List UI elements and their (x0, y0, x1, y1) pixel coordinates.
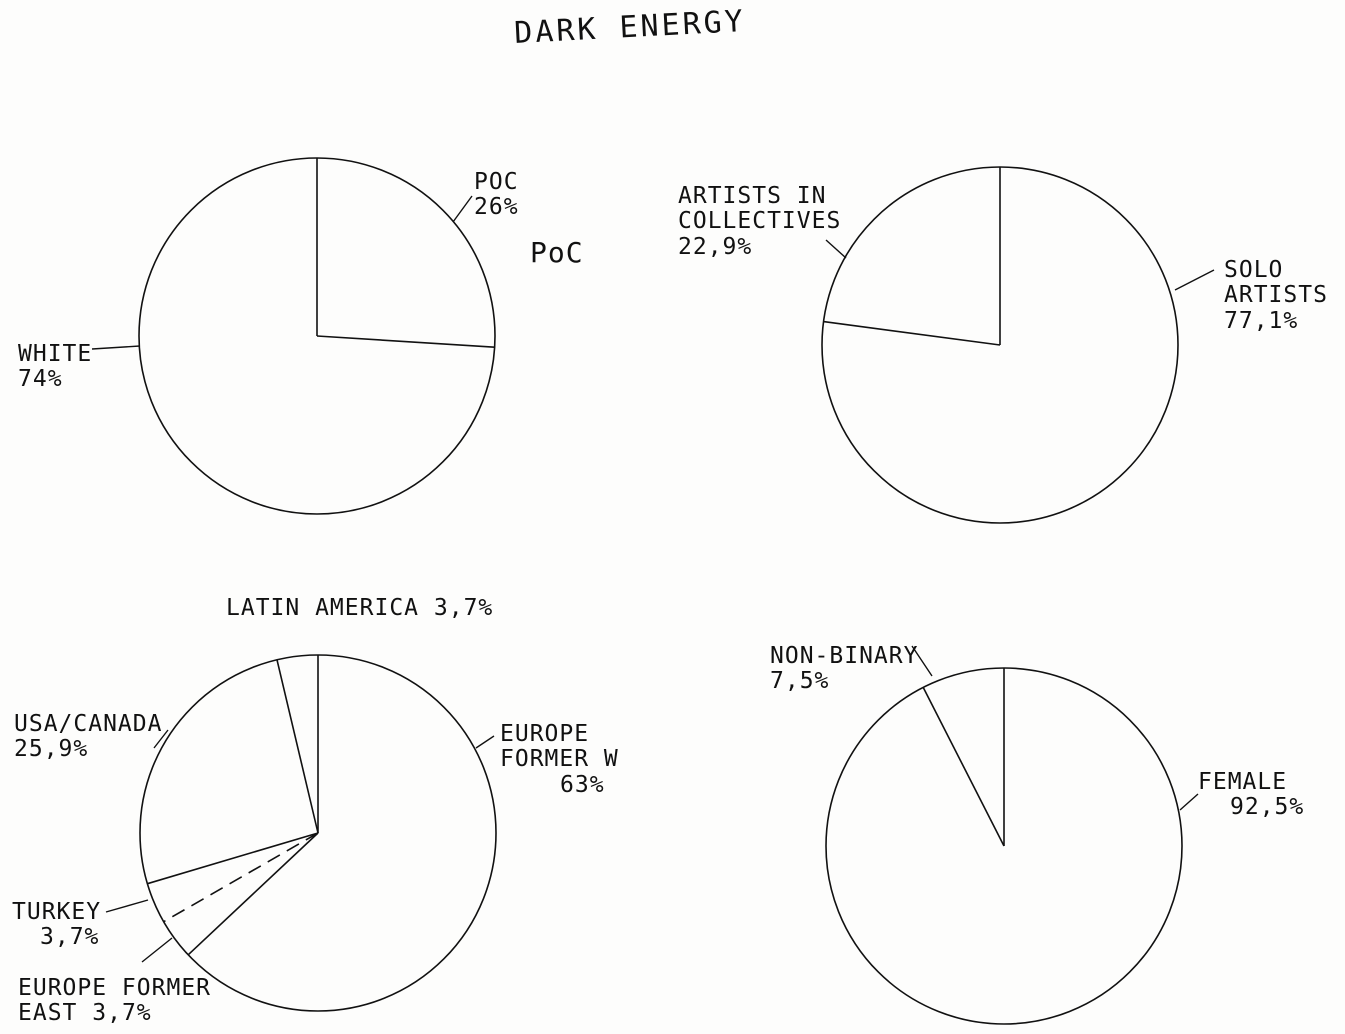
label-latam-value: 3,7% (433, 595, 494, 621)
label-turkey: TURKEY 3,7% (12, 899, 102, 951)
label-white: WHITE 74% (18, 341, 93, 393)
label-solo-name: SOLO ARTISTS (1224, 257, 1328, 309)
label-europe-w-value: 63% (560, 771, 605, 798)
label-turkey-name: TURKEY (12, 899, 102, 925)
label-white-value: 74% (18, 366, 63, 393)
label-europe-w-name: EUROPE FORMER W (500, 721, 619, 773)
pie-slice-boundary (147, 832, 319, 885)
pie-slice-boundary (187, 832, 319, 956)
label-europe-east-name: EUROPE FORMER EAST (18, 975, 212, 1027)
pie-nonbinary-leader (911, 645, 933, 677)
pie-female-leader (1179, 793, 1199, 811)
label-usa-name: USA/CANADA (14, 711, 163, 737)
pie-gender (825, 645, 1199, 1025)
label-female: FEMALE 92,5% (1198, 769, 1305, 821)
pie-slice-boundary (276, 659, 319, 834)
pie-slice-boundary (823, 320, 1001, 346)
label-europe-east: EUROPE FORMER EAST 3,7% (18, 975, 278, 1027)
label-collectives: ARTISTS IN COLLECTIVES 22,9% (678, 183, 848, 260)
label-usa-value: 25,9% (14, 736, 89, 763)
label-female-value: 92,5% (1230, 794, 1305, 821)
label-white-name: WHITE (18, 341, 93, 367)
label-europe-east-value: 3,7% (92, 1000, 152, 1027)
label-female-name: FEMALE (1198, 769, 1288, 795)
label-nonbinary-name: NON-BINARY (770, 643, 919, 669)
label-poc-value: 26% (474, 194, 519, 221)
pie-solo-leader (1174, 269, 1215, 291)
pie-slice-boundary (163, 832, 319, 923)
pie-collectives (821, 166, 1215, 524)
pie-race-poc-leader (452, 195, 473, 223)
annotation-poc: PoC (530, 236, 584, 269)
label-collectives-value: 22,9% (678, 233, 753, 260)
label-solo-value: 77,1% (1224, 307, 1299, 334)
pie-slice-boundary (316, 335, 495, 348)
label-poc-name: POC (474, 169, 519, 195)
pie-collectives-leader (825, 239, 847, 259)
label-latam-name: LATIN AMERICA (226, 595, 420, 621)
label-nonbinary: NON-BINARY 7,5% (770, 643, 919, 695)
pie-turkey-leader (105, 899, 149, 913)
pie-race-white-leader (91, 345, 141, 350)
pie-usa-leader (153, 729, 169, 749)
label-collectives-name: ARTISTS IN COLLECTIVES (678, 183, 842, 235)
pie-europe-east-leader (141, 937, 173, 963)
label-usa: USA/CANADA 25,9% (14, 711, 163, 763)
pie-europe-w-leader (475, 735, 495, 749)
pie-race (91, 157, 496, 515)
pie-slice-boundary (922, 687, 1005, 847)
label-latam: LATIN AMERICA 3,7% (226, 595, 494, 621)
label-nonbinary-value: 7,5% (770, 668, 830, 695)
pie-regions (105, 654, 497, 1012)
label-europe-w: EUROPE FORMER W 63% (500, 721, 650, 798)
label-poc: POC 26% (474, 169, 519, 221)
label-solo: SOLO ARTISTS 77,1% (1224, 257, 1334, 334)
label-turkey-value: 3,7% (40, 924, 100, 951)
